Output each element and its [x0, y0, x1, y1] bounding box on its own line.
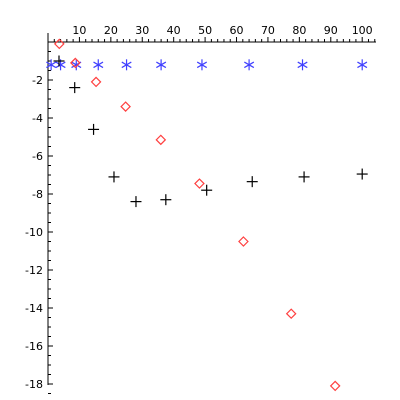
tick-labels: 10 20 30 40 50 60 70 80 90 100 -2 -4 -6 -8 -10 -12 -14 -1…	[25, 24, 373, 391]
y-tick-label: -16	[25, 340, 43, 353]
star-point	[121, 59, 132, 71]
x-tick-label: 10	[72, 24, 86, 37]
y-tick-label: -12	[25, 264, 43, 277]
y-tick-label: -6	[32, 150, 43, 163]
diamond-point	[120, 101, 131, 112]
diamond-point	[194, 178, 205, 189]
plus-point	[356, 168, 368, 180]
x-tick-label: 40	[167, 24, 181, 37]
x-tick-label: 70	[261, 24, 275, 37]
ticks	[48, 37, 376, 394]
diamond-point	[155, 134, 167, 146]
y-tick-label: -8	[32, 188, 43, 201]
axes	[47, 33, 376, 385]
plus-point	[246, 176, 258, 188]
x-tick-label: 20	[104, 24, 118, 37]
x-tick-label: 90	[324, 24, 338, 37]
star-point	[357, 59, 368, 71]
plus-point	[88, 123, 100, 135]
diamond-point	[69, 57, 81, 69]
y-tick-label: -10	[25, 226, 43, 239]
y-tick-label: -18	[25, 378, 43, 391]
plus-point	[298, 171, 310, 183]
plus-point	[108, 171, 120, 183]
plus-point	[201, 184, 213, 196]
data-points	[46, 38, 368, 392]
diamond-point	[53, 38, 65, 50]
y-tick-label: -4	[32, 112, 43, 125]
x-tick-label: 100	[352, 24, 373, 37]
diamond-point	[329, 380, 341, 392]
x-tick-label: 50	[198, 24, 212, 37]
diamond-point	[238, 236, 249, 247]
plus-point	[69, 82, 81, 94]
x-tick-label: 80	[292, 24, 306, 37]
star-point	[297, 59, 308, 71]
plus-point	[160, 194, 172, 206]
star-point	[156, 59, 167, 71]
star-point	[93, 59, 104, 71]
diamond-point	[285, 308, 297, 320]
star-point	[196, 59, 208, 71]
star-point	[244, 59, 255, 71]
y-tick-label: -2	[32, 74, 43, 87]
star-point	[46, 59, 57, 71]
y-tick-label: -14	[25, 302, 43, 315]
x-tick-label: 30	[135, 24, 149, 37]
plus-point	[53, 55, 65, 67]
plus-point	[130, 196, 142, 208]
diamond-point	[90, 76, 102, 88]
x-tick-label: 60	[230, 24, 244, 37]
